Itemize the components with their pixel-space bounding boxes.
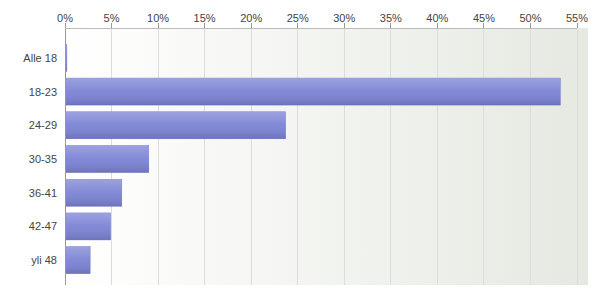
grid-line (483, 28, 484, 285)
tick-label: 45% (473, 12, 495, 24)
bars (65, 44, 560, 273)
bar (65, 78, 560, 105)
grid-line (437, 28, 438, 285)
bar-group (65, 247, 90, 274)
bar (65, 179, 122, 206)
tick-label: 30% (333, 12, 355, 24)
plot-background (65, 28, 588, 285)
axis-line (65, 28, 66, 285)
tick-label: 50% (519, 12, 541, 24)
category-label: yli 48 (31, 254, 57, 266)
bar-group (65, 179, 122, 206)
grid-line (530, 28, 531, 285)
bar (65, 112, 286, 139)
grid-line (158, 28, 159, 285)
grid-line (251, 28, 252, 285)
tick-label: 55% (566, 12, 588, 24)
bar (65, 247, 90, 274)
tick-label: 35% (380, 12, 402, 24)
bar-group (65, 112, 286, 139)
category-label: 18-23 (29, 86, 57, 98)
grid-line (390, 28, 391, 285)
category-label: 42-47 (29, 220, 57, 232)
tick-label: 15% (194, 12, 216, 24)
grid-line (577, 28, 578, 285)
grid-line (297, 28, 298, 285)
category-label: 24-29 (29, 119, 57, 131)
grid-line (204, 28, 205, 285)
bar-group (65, 78, 560, 105)
bar-shading (65, 78, 560, 105)
category-label: 36-41 (29, 187, 57, 199)
bar-shading (65, 112, 286, 139)
category-label: 30-35 (29, 153, 57, 165)
bar-group (65, 146, 149, 173)
axis-line (65, 28, 577, 29)
tick-label: 0% (57, 12, 73, 24)
tick-label: 25% (287, 12, 309, 24)
tick-label: 5% (104, 12, 120, 24)
bar (65, 146, 149, 173)
grid-line (65, 28, 66, 285)
tick-label: 40% (426, 12, 448, 24)
tick-label: 20% (240, 12, 262, 24)
bar-group (65, 213, 111, 240)
grid-line (344, 28, 345, 285)
chart-container: 0% 5% 10% 15% 20% 25% 30% 35% 40% 45% 50% 55% Alle 1… (0, 0, 600, 299)
chart-svg: 0% 5% 10% 15% 20% 25% 30% 35% 40% 45% 50% 55% Alle 1… (0, 0, 600, 299)
category-label: Alle 18 (23, 52, 57, 64)
tick-label: 10% (147, 12, 169, 24)
bar-shading (65, 146, 149, 173)
bar-shading (65, 247, 90, 274)
bar-shading (65, 179, 122, 206)
bar (65, 213, 111, 240)
bar-shading (65, 213, 111, 240)
